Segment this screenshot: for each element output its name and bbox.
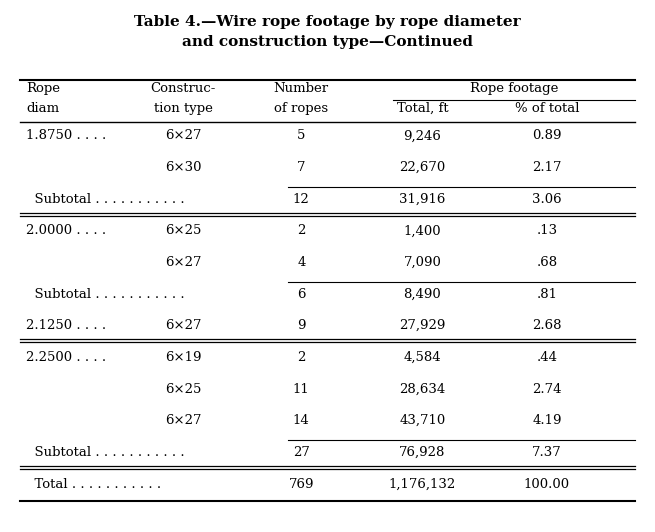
Text: 22,670: 22,670	[400, 161, 445, 174]
Text: 2.0000 . . . .: 2.0000 . . . .	[26, 225, 106, 237]
Text: Construc-: Construc-	[151, 82, 216, 95]
Text: 6: 6	[297, 288, 305, 301]
Text: 1,176,132: 1,176,132	[389, 478, 456, 491]
Text: Total . . . . . . . . . . .: Total . . . . . . . . . . .	[26, 478, 161, 491]
Text: 9: 9	[297, 319, 305, 332]
Text: tion type: tion type	[154, 102, 213, 115]
Text: 4: 4	[297, 256, 305, 269]
Text: 4,584: 4,584	[403, 351, 441, 364]
Text: Total, ft: Total, ft	[397, 102, 448, 115]
Text: 1,400: 1,400	[403, 225, 441, 237]
Text: 2.2500 . . . .: 2.2500 . . . .	[26, 351, 106, 364]
Text: 6×27: 6×27	[165, 129, 202, 143]
Text: 1.8750 . . . .: 1.8750 . . . .	[26, 129, 107, 143]
Text: .68: .68	[536, 256, 557, 269]
Text: Subtotal . . . . . . . . . . .: Subtotal . . . . . . . . . . .	[26, 288, 185, 301]
Text: 2: 2	[297, 225, 305, 237]
Text: 14: 14	[293, 414, 310, 427]
Text: Rope footage: Rope footage	[470, 82, 558, 95]
Text: of ropes: of ropes	[274, 102, 328, 115]
Text: diam: diam	[26, 102, 60, 115]
Text: 2: 2	[297, 351, 305, 364]
Text: 100.00: 100.00	[524, 478, 570, 491]
Text: and construction type—Continued: and construction type—Continued	[182, 35, 473, 48]
Text: .81: .81	[536, 288, 557, 301]
Text: 12: 12	[293, 193, 310, 206]
Text: % of total: % of total	[515, 102, 579, 115]
Text: 4.19: 4.19	[532, 414, 562, 427]
Text: Number: Number	[274, 82, 329, 95]
Text: 2.74: 2.74	[532, 383, 562, 396]
Text: 6×27: 6×27	[165, 319, 202, 332]
Text: 2.17: 2.17	[532, 161, 562, 174]
Text: 7.37: 7.37	[532, 446, 562, 459]
Text: 28,634: 28,634	[400, 383, 445, 396]
Text: Rope: Rope	[26, 82, 60, 95]
Text: 27: 27	[293, 446, 310, 459]
Text: 0.89: 0.89	[532, 129, 562, 143]
Text: 769: 769	[289, 478, 314, 491]
Text: .44: .44	[536, 351, 557, 364]
Text: .13: .13	[536, 225, 557, 237]
Text: 27,929: 27,929	[400, 319, 445, 332]
Text: 3.06: 3.06	[532, 193, 562, 206]
Text: 6×27: 6×27	[165, 414, 202, 427]
Text: 31,916: 31,916	[400, 193, 445, 206]
Text: 6×27: 6×27	[165, 256, 202, 269]
Text: 7: 7	[297, 161, 305, 174]
Text: 6×25: 6×25	[165, 383, 202, 396]
Text: 2.1250 . . . .: 2.1250 . . . .	[26, 319, 106, 332]
Text: Subtotal . . . . . . . . . . .: Subtotal . . . . . . . . . . .	[26, 193, 185, 206]
Text: Table 4.—Wire rope footage by rope diameter: Table 4.—Wire rope footage by rope diame…	[134, 15, 521, 29]
Text: 9,246: 9,246	[403, 129, 441, 143]
Text: 76,928: 76,928	[400, 446, 445, 459]
Text: 6×30: 6×30	[165, 161, 202, 174]
Text: 11: 11	[293, 383, 310, 396]
Text: 5: 5	[297, 129, 305, 143]
Text: 6×25: 6×25	[165, 225, 202, 237]
Text: 6×19: 6×19	[165, 351, 202, 364]
Text: 8,490: 8,490	[403, 288, 441, 301]
Text: Subtotal . . . . . . . . . . .: Subtotal . . . . . . . . . . .	[26, 446, 185, 459]
Text: 2.68: 2.68	[532, 319, 562, 332]
Text: 7,090: 7,090	[403, 256, 441, 269]
Text: 43,710: 43,710	[400, 414, 445, 427]
